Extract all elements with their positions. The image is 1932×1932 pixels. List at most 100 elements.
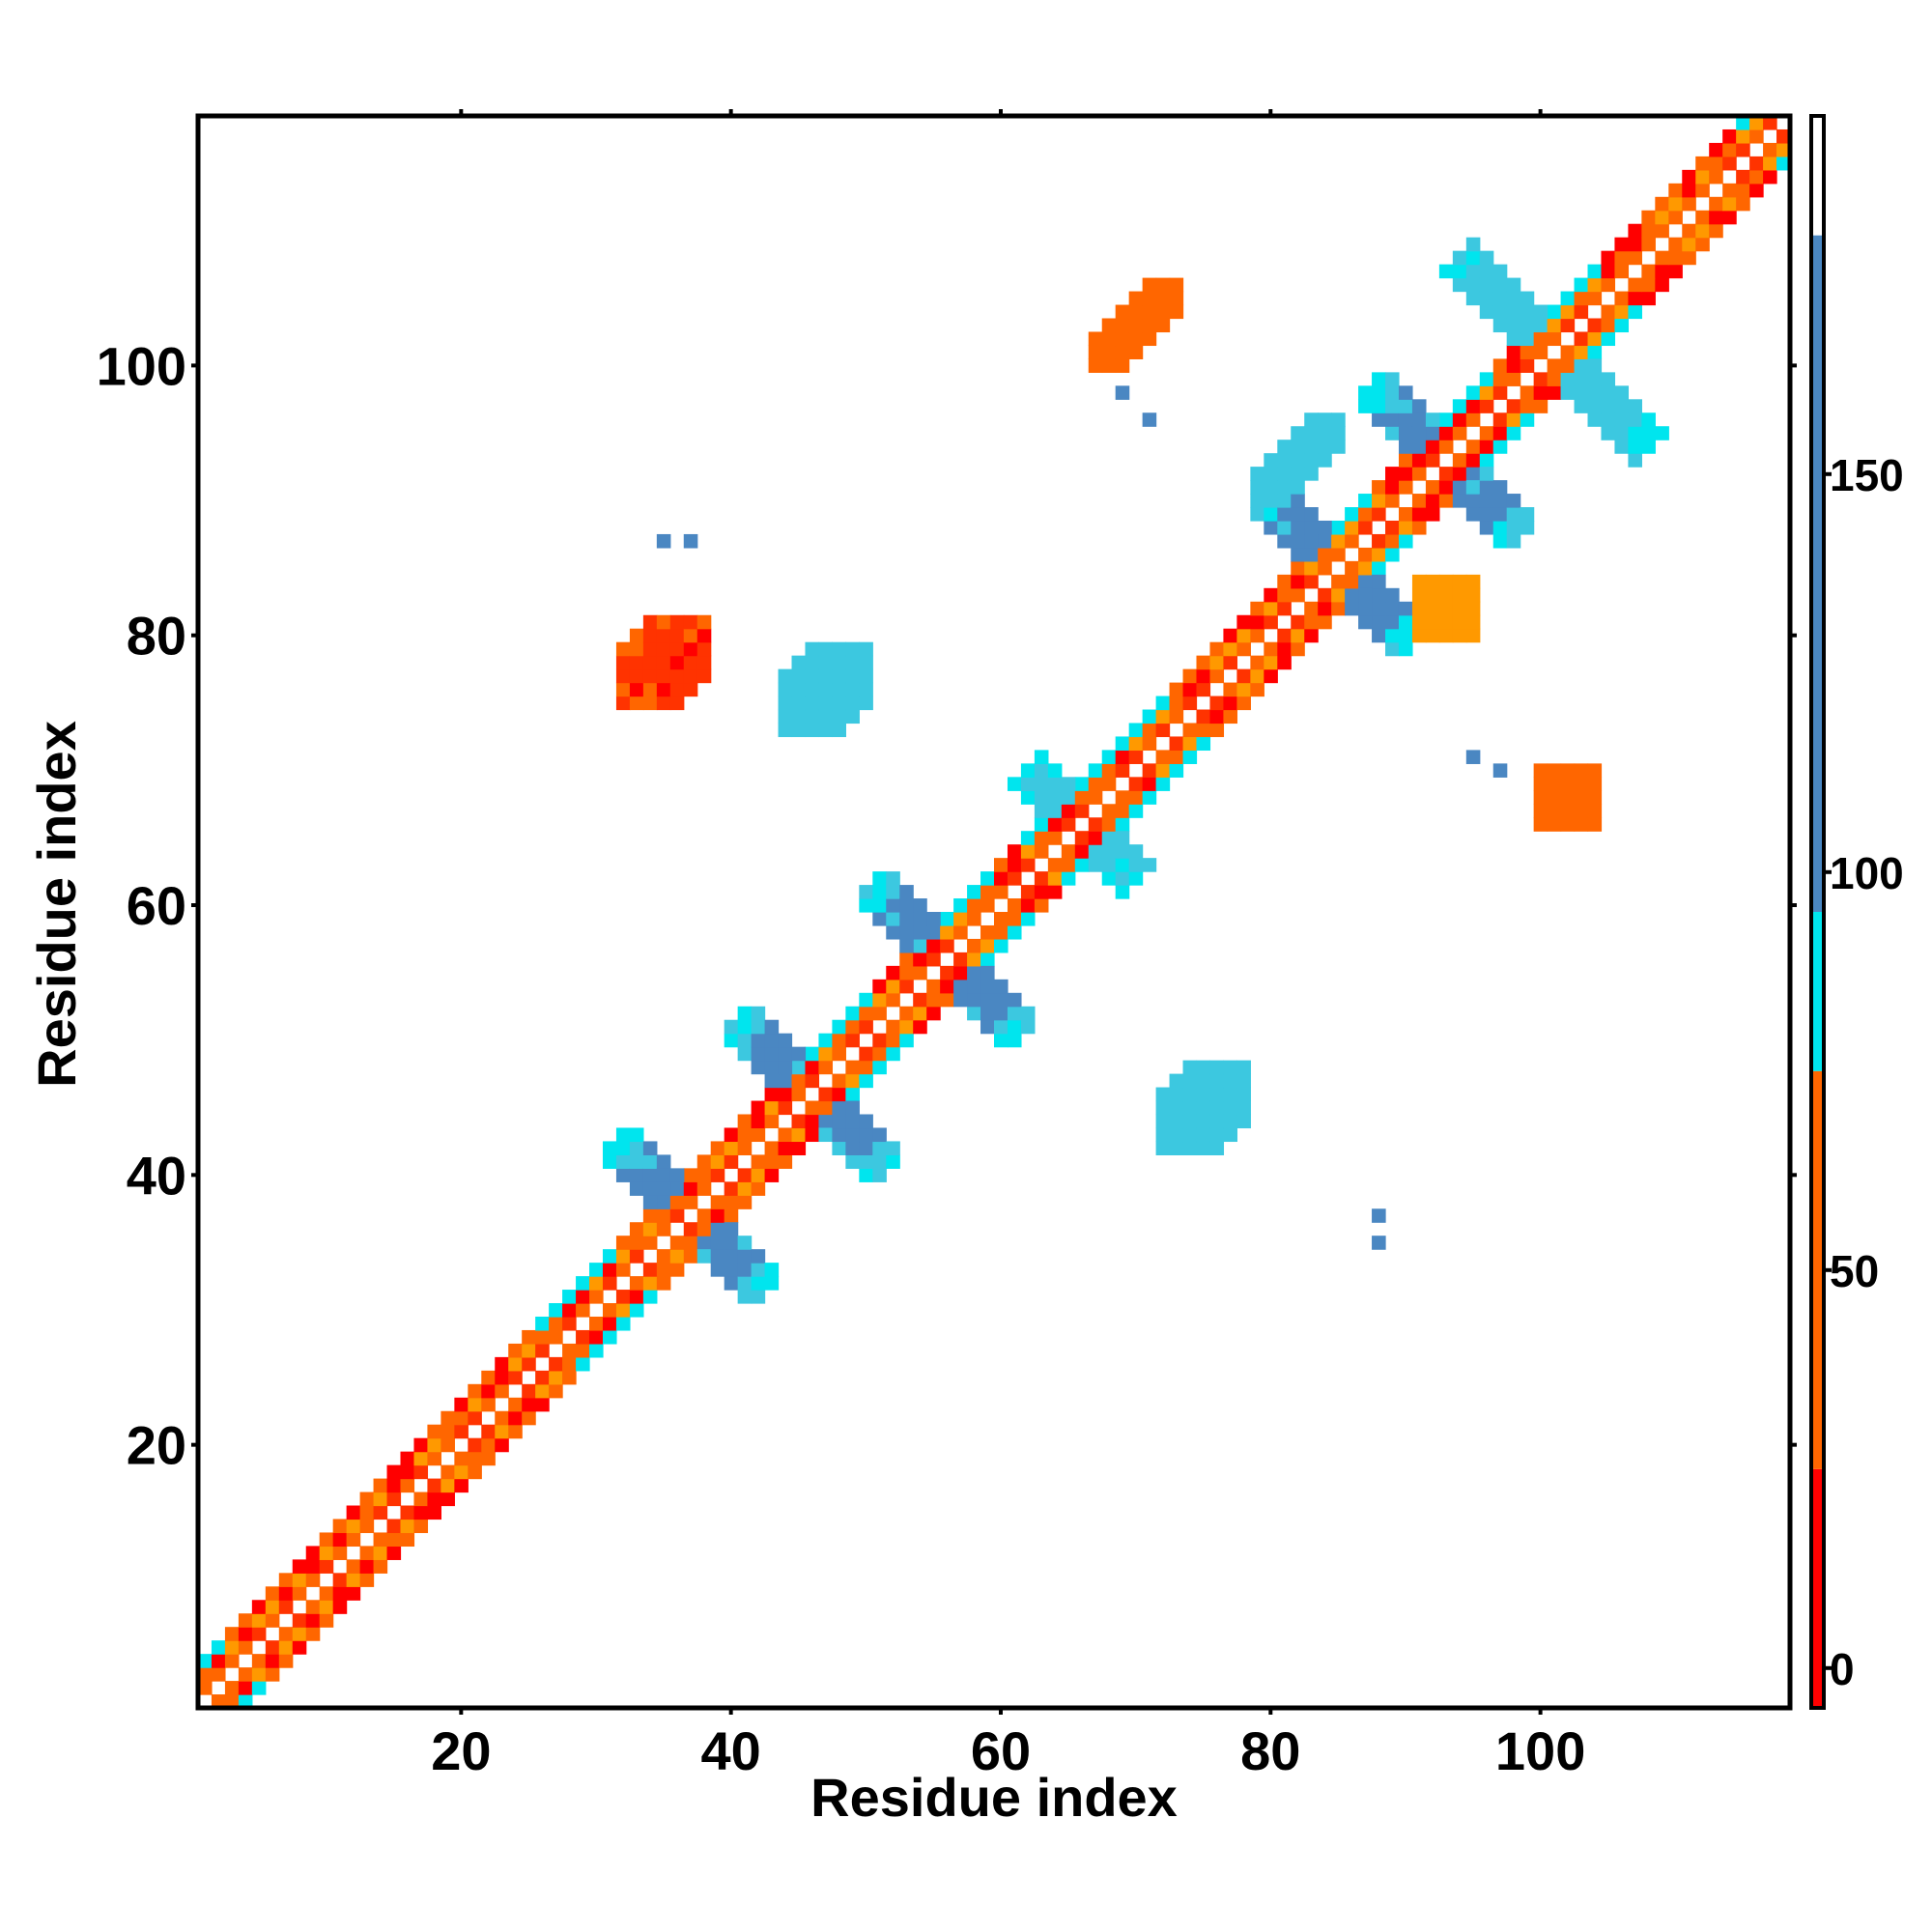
heatmap-cell — [1398, 467, 1413, 481]
heatmap-cell — [872, 992, 887, 1008]
heatmap-cell — [1465, 264, 1481, 279]
heatmap-cell — [1574, 291, 1589, 306]
heatmap-cell — [1682, 223, 1696, 239]
heatmap-cell — [589, 1276, 604, 1291]
heatmap-cell — [1128, 750, 1144, 764]
heatmap-cell — [576, 1276, 590, 1291]
heatmap-cell — [1304, 547, 1319, 562]
heatmap-cell — [629, 1168, 644, 1182]
heatmap-cell — [346, 1586, 361, 1601]
heatmap-cell — [1088, 817, 1103, 832]
heatmap-cell — [1411, 412, 1427, 427]
heatmap-cell — [656, 1181, 671, 1196]
heatmap-cell — [724, 1249, 739, 1264]
heatmap-cell — [859, 1006, 873, 1021]
heatmap-cell — [926, 924, 941, 940]
heatmap-cell — [1695, 183, 1710, 198]
heatmap-cell — [1587, 264, 1603, 279]
heatmap-cell — [994, 992, 1009, 1008]
heatmap-cell — [373, 1532, 388, 1548]
heatmap-cell — [886, 979, 900, 994]
heatmap-cell — [1331, 587, 1346, 603]
heatmap-cell — [211, 1640, 226, 1655]
heatmap-cell — [1128, 858, 1144, 872]
heatmap-cell — [778, 1033, 793, 1048]
heatmap-cell — [1142, 723, 1157, 738]
heatmap-cell — [899, 898, 914, 913]
heatmap-cell — [1331, 533, 1346, 549]
heatmap-cell — [1196, 1100, 1211, 1116]
heatmap-cell — [656, 1276, 671, 1291]
y-tick-label: 100 — [97, 335, 186, 396]
heatmap-cell — [1209, 709, 1225, 724]
heatmap-cell — [696, 1249, 712, 1264]
heatmap-cell — [1101, 318, 1117, 333]
heatmap-cell — [1304, 628, 1319, 643]
heatmap-cell — [1169, 696, 1184, 711]
heatmap-cell — [1372, 494, 1386, 508]
heatmap-cell — [1574, 372, 1589, 386]
heatmap-cell — [1506, 507, 1521, 522]
heatmap-cell — [1479, 426, 1494, 440]
heatmap-cell — [1291, 507, 1305, 522]
heatmap-cell — [1291, 467, 1305, 481]
heatmap-cell — [1411, 494, 1427, 508]
heatmap-cell — [994, 871, 1009, 886]
heatmap-cell — [1034, 831, 1049, 845]
heatmap-cell — [1411, 628, 1427, 643]
heatmap-cell — [1047, 831, 1063, 845]
heatmap-cell — [576, 1343, 590, 1358]
heatmap-cell — [1736, 142, 1750, 157]
colorbar: 0 50 100 150 — [1809, 114, 1904, 1710]
heatmap-cell — [751, 1046, 766, 1062]
heatmap-cell — [1236, 696, 1251, 711]
heatmap-cell — [224, 1627, 240, 1641]
heatmap-cell — [696, 668, 712, 684]
heatmap-cell — [1128, 304, 1144, 320]
heatmap-cell — [1169, 763, 1184, 778]
heatmap-cell — [899, 1006, 914, 1021]
heatmap-cell — [1277, 533, 1292, 549]
heatmap-cell — [1641, 277, 1656, 293]
heatmap-cell — [224, 1681, 240, 1695]
heatmap-cell — [211, 1654, 226, 1668]
heatmap-cell — [1264, 480, 1278, 495]
heatmap-cell — [642, 1276, 658, 1291]
heatmap-cell — [238, 1627, 253, 1641]
heatmap-cell — [468, 1437, 482, 1453]
heatmap-cell — [683, 628, 698, 643]
heatmap-cell — [1479, 250, 1494, 266]
heatmap-cell — [656, 1195, 671, 1209]
heatmap-cell — [1291, 440, 1305, 454]
heatmap-cell — [791, 1073, 807, 1089]
heatmap-cell — [1411, 520, 1427, 535]
heatmap-cell — [845, 1006, 860, 1021]
heatmap-cell — [696, 1181, 712, 1196]
heatmap-cell — [751, 1154, 766, 1169]
heatmap-cell — [1628, 250, 1642, 266]
heatmap-cell — [710, 1236, 725, 1250]
heatmap-cell — [1547, 385, 1562, 400]
heatmap-cell — [1061, 844, 1076, 859]
heatmap-cell — [710, 1168, 725, 1182]
heatmap-cell — [1614, 291, 1630, 306]
heatmap-cell — [454, 1464, 469, 1480]
heatmap-cell — [1533, 790, 1548, 805]
heatmap-cell — [737, 1168, 753, 1182]
x-axis-title: Residue index — [810, 1767, 1178, 1828]
heatmap-cell — [1223, 696, 1237, 711]
heatmap-cell — [1155, 696, 1171, 711]
heatmap-cell — [1465, 587, 1481, 603]
heatmap-cell — [1452, 453, 1467, 468]
heatmap-cell — [629, 1276, 644, 1291]
heatmap-cell — [1128, 777, 1144, 791]
heatmap-cell — [1492, 318, 1508, 333]
heatmap-cell — [832, 1046, 846, 1062]
heatmap-cell — [1318, 560, 1332, 576]
heatmap-cell — [1492, 277, 1508, 293]
heatmap-cell — [967, 1006, 981, 1021]
heatmap-cell — [1250, 601, 1264, 616]
heatmap-cell — [1128, 736, 1144, 752]
heatmap-cell — [872, 885, 887, 899]
heatmap-cell — [1506, 412, 1521, 427]
